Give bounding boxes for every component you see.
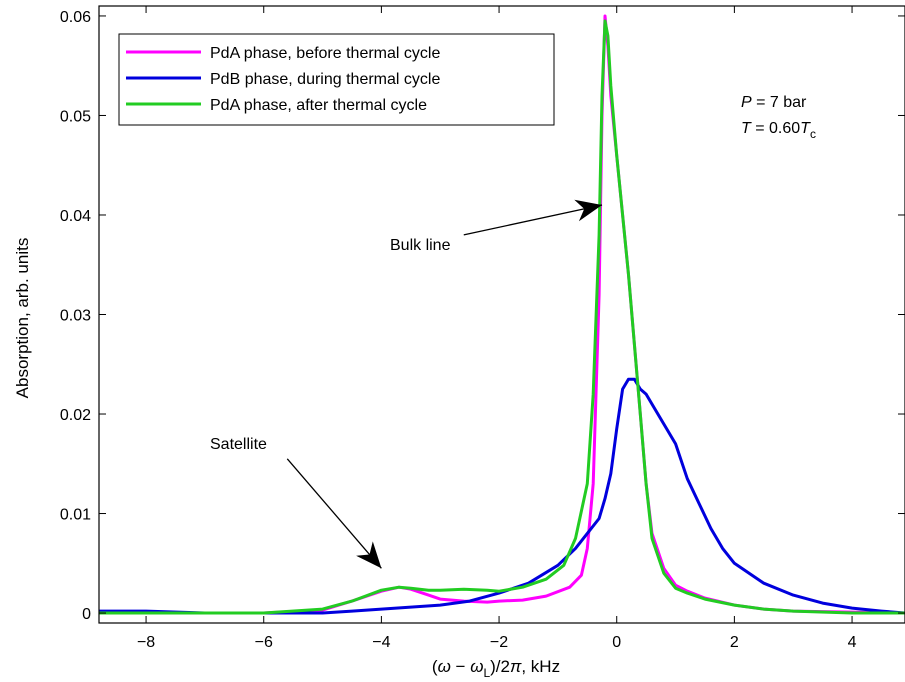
y-tick-label: 0.04 bbox=[60, 208, 91, 225]
legend-label-0: PdA phase, before thermal cycle bbox=[210, 45, 440, 62]
x-tick-label: −2 bbox=[490, 634, 508, 651]
x-axis-title: (ω − ωL)/2π, kHz bbox=[432, 657, 560, 680]
temperature-label: T = 0.60Tc bbox=[741, 120, 816, 141]
x-tick-label: 0 bbox=[612, 634, 621, 651]
y-tick-label: 0.03 bbox=[60, 308, 91, 325]
pressure-label: P = 7 bar bbox=[741, 94, 807, 111]
annotations bbox=[286, 199, 603, 569]
y-tick-label: 0.06 bbox=[60, 9, 91, 26]
x-tick-label: 2 bbox=[730, 634, 739, 651]
satellite-label: Satellite bbox=[210, 436, 267, 453]
series-group bbox=[99, 14, 905, 615]
bulk-line-arrowhead bbox=[574, 199, 603, 222]
x-axis: −8 −6 −4 −2 0 2 4 bbox=[137, 6, 857, 651]
legend-label-1: PdB phase, during thermal cycle bbox=[210, 71, 440, 88]
y-axis: 0 0.01 0.02 0.03 0.04 0.05 0.06 bbox=[60, 9, 905, 623]
bulk-line-label: Bulk line bbox=[390, 237, 451, 254]
x-tick-label: −6 bbox=[255, 634, 273, 651]
y-tick-label: 0.05 bbox=[60, 108, 91, 125]
series-line-2 bbox=[99, 19, 905, 615]
x-tick-label: −8 bbox=[137, 634, 155, 651]
y-tick-label: 0 bbox=[82, 606, 91, 623]
legend: PdA phase, before thermal cycle PdB phas… bbox=[118, 33, 555, 126]
x-tick-label: 4 bbox=[848, 634, 857, 651]
satellite-arrowhead bbox=[356, 541, 382, 569]
series-line-1 bbox=[99, 377, 905, 615]
y-tick-label: 0.02 bbox=[60, 407, 91, 424]
y-tick-label: 0.01 bbox=[60, 507, 91, 524]
bulk-line-arrow bbox=[463, 204, 603, 236]
x-tick-label: −4 bbox=[372, 634, 390, 651]
legend-label-2: PdA phase, after thermal cycle bbox=[210, 97, 427, 114]
y-axis-title: Absorption, arb. units bbox=[13, 238, 32, 399]
satellite-arrow bbox=[286, 458, 382, 569]
